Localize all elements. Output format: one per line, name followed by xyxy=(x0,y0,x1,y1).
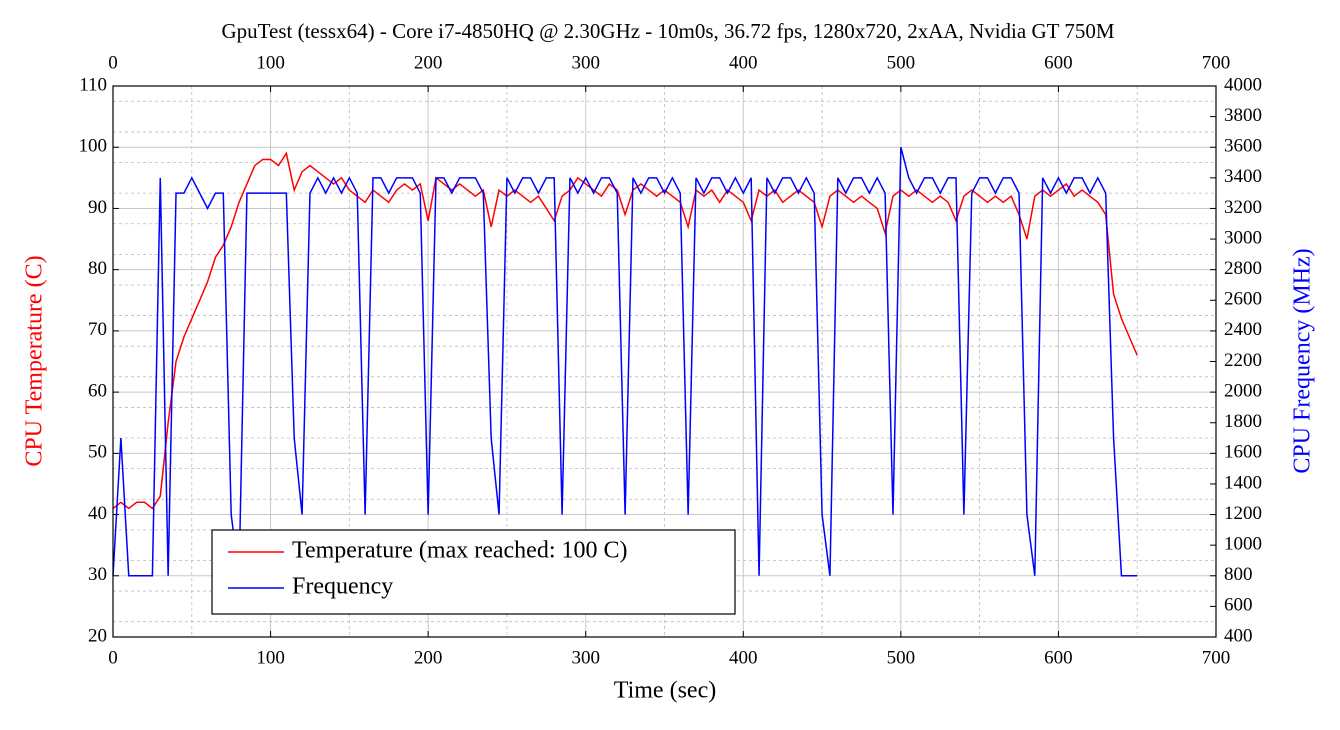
y2-tick-label: 3800 xyxy=(1224,105,1262,126)
y2-tick-label: 2400 xyxy=(1224,319,1262,340)
y-tick-label: 30 xyxy=(88,564,107,585)
y2-tick-label: 400 xyxy=(1224,625,1253,646)
y2-tick-label: 2200 xyxy=(1224,350,1262,371)
y2-tick-label: 1400 xyxy=(1224,472,1262,493)
y2-axis-label: CPU Frequency (MHz) xyxy=(1290,248,1316,473)
x-tick-label: 300 xyxy=(571,647,600,668)
y2-tick-label: 1600 xyxy=(1224,442,1262,463)
y2-tick-label: 1800 xyxy=(1224,411,1262,432)
x-tick-label: 100 xyxy=(256,647,285,668)
legend-label: Temperature (max reached: 100 C) xyxy=(292,538,628,564)
y2-tick-label: 2600 xyxy=(1224,289,1262,310)
x-top-tick-label: 600 xyxy=(1044,52,1073,73)
series-line xyxy=(112,151,1138,510)
y-tick-label: 70 xyxy=(88,319,107,340)
chart-title: GpuTest (tessx64) - Core i7-4850HQ @ 2.3… xyxy=(222,19,1115,43)
y2-tick-label: 3400 xyxy=(1224,166,1262,187)
x-tick-label: 0 xyxy=(108,647,118,668)
x-top-tick-label: 0 xyxy=(108,52,118,73)
y-tick-label: 20 xyxy=(88,625,107,646)
y-tick-label: 60 xyxy=(88,380,107,401)
x-top-tick-label: 400 xyxy=(729,52,758,73)
y2-tick-label: 2000 xyxy=(1224,380,1262,401)
y-tick-label: 50 xyxy=(88,442,107,463)
x-top-tick-label: 700 xyxy=(1202,52,1231,73)
x-tick-label: 600 xyxy=(1044,647,1073,668)
y-tick-label: 80 xyxy=(88,258,107,279)
x-top-tick-label: 100 xyxy=(256,52,285,73)
y2-tick-label: 1200 xyxy=(1224,503,1262,524)
y2-tick-label: 3600 xyxy=(1224,136,1262,157)
y2-tick-label: 1000 xyxy=(1224,534,1262,555)
legend-label: Frequency xyxy=(292,574,393,600)
y2-tick-label: 2800 xyxy=(1224,258,1262,279)
y-axis-label: CPU Temperature (C) xyxy=(22,255,48,466)
y2-tick-label: 800 xyxy=(1224,564,1253,585)
y-tick-label: 110 xyxy=(79,74,107,95)
x-axis-label: Time (sec) xyxy=(614,678,716,704)
y-tick-label: 90 xyxy=(88,197,107,218)
y-tick-label: 100 xyxy=(79,136,108,157)
y2-tick-label: 600 xyxy=(1224,595,1253,616)
series-line xyxy=(112,147,1138,577)
x-top-tick-label: 300 xyxy=(571,52,600,73)
x-tick-label: 400 xyxy=(729,647,758,668)
legend-box xyxy=(211,529,736,615)
y-tick-label: 40 xyxy=(88,503,107,524)
x-tick-label: 500 xyxy=(887,647,916,668)
x-tick-label: 200 xyxy=(414,647,443,668)
x-top-tick-label: 500 xyxy=(887,52,916,73)
y2-tick-label: 3200 xyxy=(1224,197,1262,218)
plot-frame xyxy=(112,85,1217,638)
x-tick-label: 700 xyxy=(1202,647,1231,668)
x-top-tick-label: 200 xyxy=(414,52,443,73)
y2-tick-label: 4000 xyxy=(1224,74,1262,95)
y2-tick-label: 3000 xyxy=(1224,227,1262,248)
